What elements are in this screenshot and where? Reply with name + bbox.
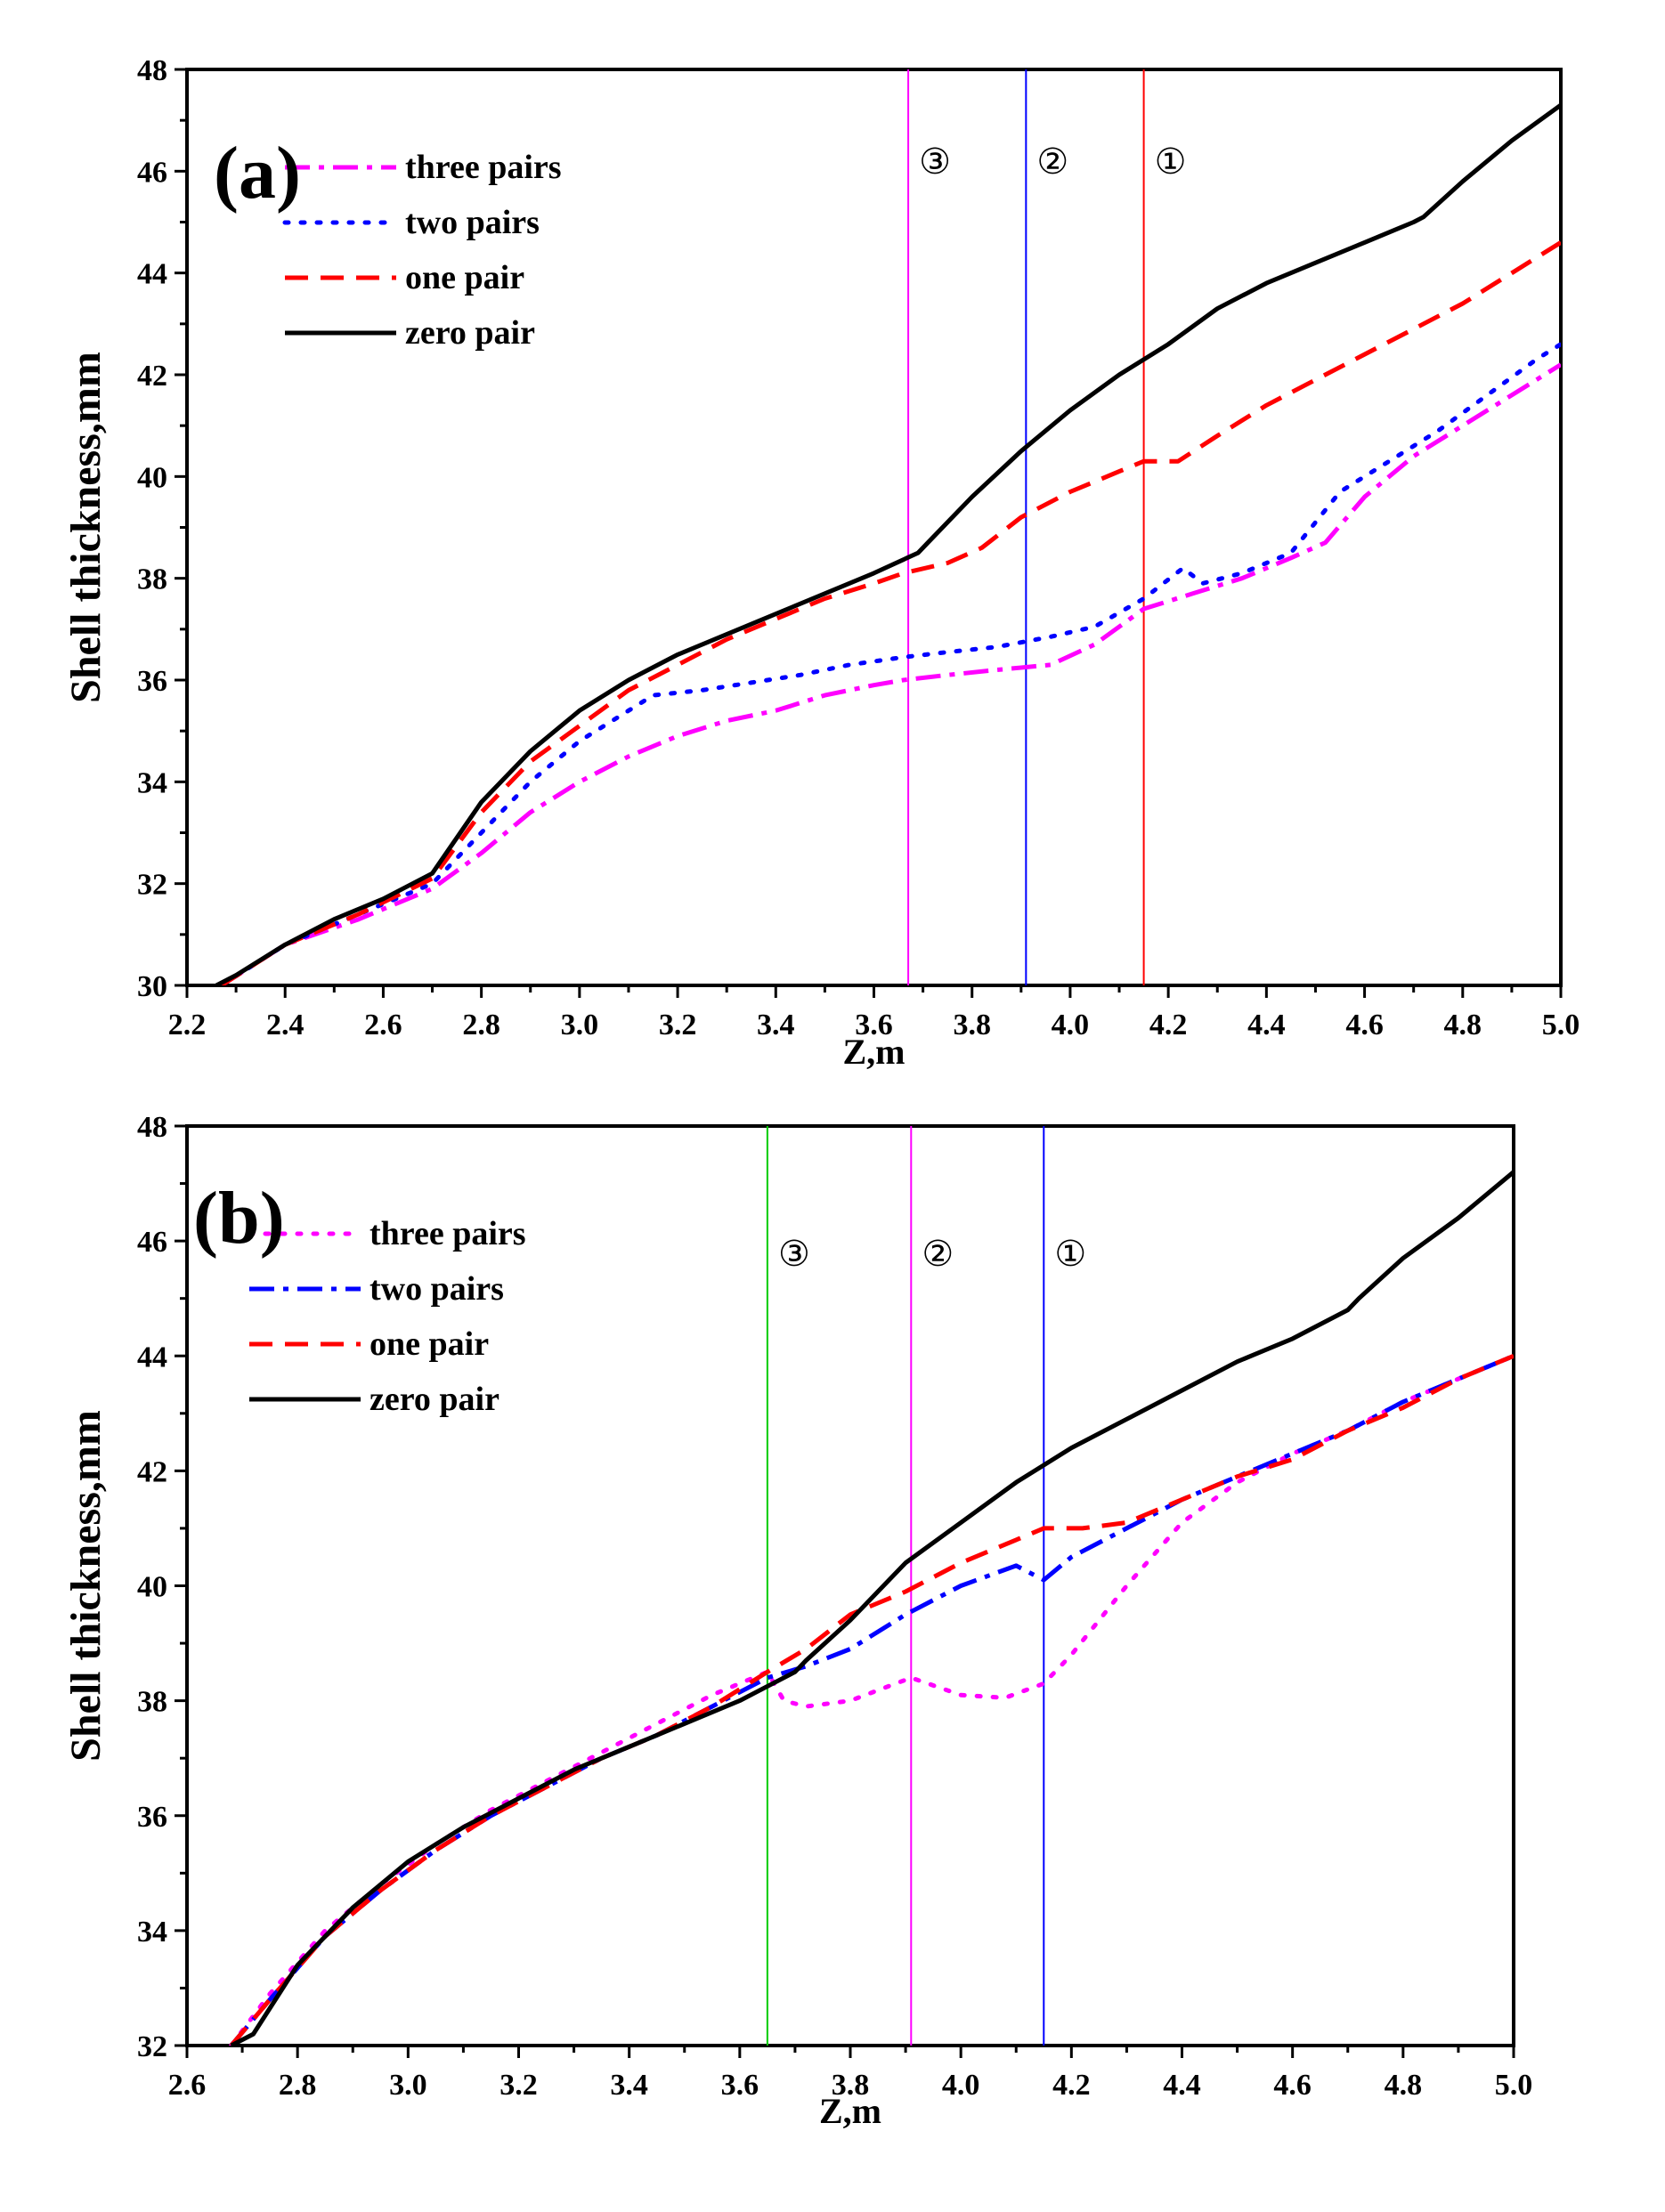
chart-a-ytick-label: 36 [137,665,167,698]
chart-a-xtick-label: 2.2 [168,1009,207,1041]
chart-b-vline-label-2: ② [922,1234,954,1274]
chart-b-series-zero-pair [230,1170,1514,2046]
chart-a-legend-label-2: two pairs [405,204,540,241]
chart-b-legend-label-1: three pairs [370,1215,526,1252]
chart-b-xtick-label: 3.4 [610,2069,648,2102]
chart-b-xtick-label: 4.0 [942,2069,980,2102]
chart-b-xtick-label: 4.6 [1273,2069,1312,2102]
chart-a-ytick-label: 48 [137,54,167,87]
chart-a-vline-label-1: ③ [919,142,951,182]
chart-a-xtick-label: 2.4 [266,1009,305,1041]
chart-a-series-zero-pair [215,102,1561,985]
chart-b-legend-label-4: zero pair [370,1381,500,1418]
chart-a-xtick-label: 4.8 [1444,1009,1482,1041]
chart-b-ytick-label: 32 [137,2030,167,2063]
chart-b-xtick-label: 5.0 [1495,2069,1533,2102]
chart-b-ytick-label: 48 [137,1111,167,1144]
chart-b-xtick-label: 4.8 [1385,2069,1423,2102]
chart-a-xtick-label: 3.6 [855,1009,893,1041]
chart-b-ytick-label: 42 [137,1455,167,1488]
chart-a-legend-label-4: zero pair [405,314,535,352]
chart-b-xtick-label: 3.2 [500,2069,538,2102]
chart-b-xlabel: Z,m [819,2091,881,2131]
chart-a-vline-label-3: ① [1155,142,1187,182]
chart-b-legend-label-2: two pairs [370,1270,504,1308]
chart-a-ytick-label: 30 [137,970,167,1003]
chart-b-ytick-label: 44 [137,1341,167,1373]
chart-a-ytick-label: 44 [137,258,167,291]
chart-a-ytick-label: 34 [137,766,167,799]
chart-a-ytick-label: 38 [137,563,167,596]
chart-b-ytick-label: 40 [137,1571,167,1604]
chart-b-ytick-label: 46 [137,1226,167,1259]
chart-panel-b: 2.6 2.8 3.0 3.2 3.4 3.6 3.8 4.0 4.2 4.4 4.6 4.8 5.0 3… [62,1111,1532,2131]
chart-a-ytick-label: 42 [137,360,167,393]
chart-a-xtick-label: 3.0 [561,1009,599,1041]
chart-b-xtick-label: 2.8 [279,2069,317,2102]
chart-a-xlabel: Z,m [843,1032,906,1072]
chart-a-series-one-pair [220,240,1561,985]
chart-a-legend-label-3: one pair [405,259,524,296]
chart-b-legend-label-3: one pair [370,1325,489,1363]
chart-a-vline-label-2: ② [1036,142,1068,182]
chart-a-ylabel: Shell thickness,mm [62,352,110,703]
chart-a-xtick-label: 2.8 [462,1009,500,1041]
chart-b-vline-label-3: ① [1054,1234,1086,1274]
chart-a-panel-label: (a) [214,132,301,215]
chart-a-xtick-label: 3.2 [659,1009,697,1041]
chart-b-xtick-label: 4.2 [1052,2069,1091,2102]
chart-b-xtick-label: 3.8 [832,2069,870,2102]
chart-a-xtick-label: 4.4 [1247,1009,1286,1041]
chart-b-ytick-label: 34 [137,1916,167,1949]
chart-a-xtick-label: 4.0 [1052,1009,1090,1041]
chart-a-xtick-label: 4.2 [1149,1009,1188,1041]
chart-a-series-three-pairs [220,362,1561,985]
chart-a-ytick-label: 40 [137,461,167,494]
chart-b-xtick-label: 4.4 [1163,2069,1201,2102]
chart-a-legend-label-1: three pairs [405,149,562,186]
chart-a-xtick-label: 3.4 [757,1009,795,1041]
chart-a-xtick-label: 4.6 [1345,1009,1384,1041]
chart-a-series-two-pairs [219,342,1561,985]
chart-panel-a: 2.2 2.4 2.6 2.8 3.0 3.2 3.4 3.6 3.8 4.0 4.2 4.4 4.6 4… [62,54,1580,1072]
chart-b-ytick-label: 36 [137,1801,167,1834]
chart-b-series-one-pair [229,1353,1514,2046]
chart-a-xtick-label: 5.0 [1542,1009,1580,1041]
chart-a-xtick-label: 3.8 [953,1009,991,1041]
chart-b-xtick-label: 3.0 [389,2069,427,2102]
chart-a-ytick-label: 46 [137,156,167,189]
chart-b-vline-label-1: ③ [778,1234,810,1274]
chart-a-ytick-label: 32 [137,869,167,902]
chart-b-ytick-label: 38 [137,1686,167,1719]
chart-b-panel-label: (b) [193,1177,285,1260]
chart-a-xtick-label: 2.6 [364,1009,402,1041]
chart-b-xtick-label: 3.6 [721,2069,759,2102]
chart-b-xtick-label: 2.6 [168,2069,207,2102]
chart-b-ylabel: Shell thickness,mm [62,1410,110,1762]
